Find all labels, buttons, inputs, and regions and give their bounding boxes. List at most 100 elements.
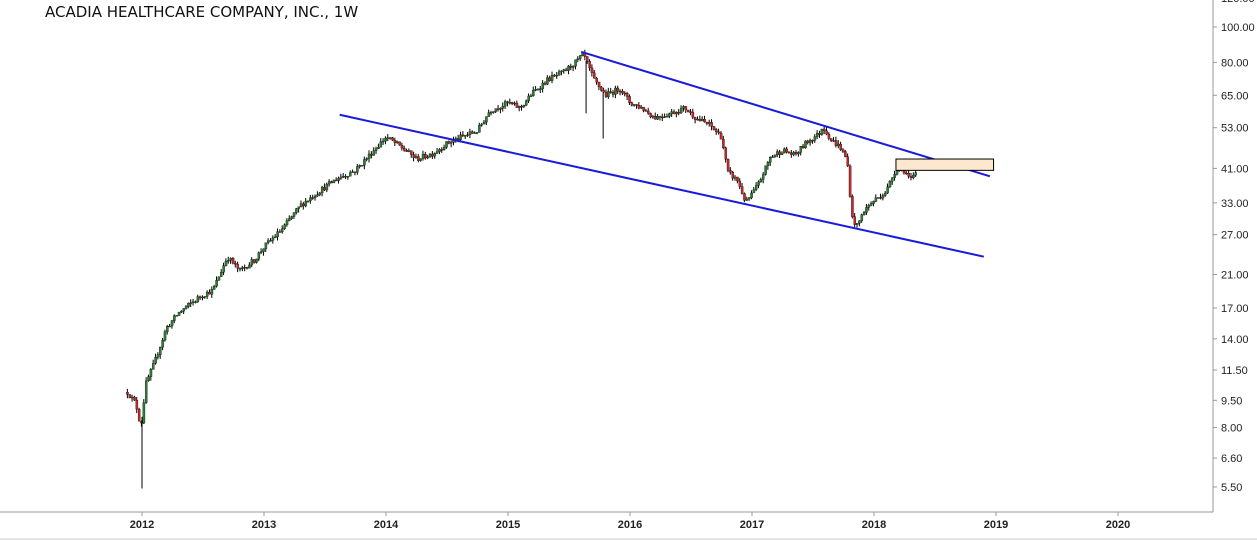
candle-body — [860, 214, 864, 221]
candle-body — [780, 152, 784, 155]
candle-body — [806, 140, 810, 143]
candle-body — [576, 58, 580, 60]
candle-body — [210, 289, 214, 295]
candle-body — [611, 92, 615, 95]
candle-body — [616, 87, 620, 92]
candle-body — [435, 151, 439, 154]
candle-body — [562, 69, 566, 72]
candle-body — [370, 153, 373, 156]
candle-body — [884, 192, 887, 196]
candle-body — [628, 96, 631, 103]
candle-body — [654, 116, 657, 120]
candle-body — [536, 89, 540, 91]
candle-body — [701, 119, 704, 122]
candle-body — [668, 113, 671, 117]
candle-body — [658, 116, 662, 118]
candle-body — [820, 128, 824, 135]
candle-body — [811, 139, 814, 142]
candle-body — [600, 86, 603, 91]
candle-body — [773, 154, 777, 157]
candle-body — [733, 176, 737, 179]
candle-body — [266, 240, 270, 243]
candle-body — [405, 150, 408, 152]
candle-body — [665, 116, 669, 118]
candle-body — [881, 195, 885, 199]
candle-body — [393, 140, 397, 143]
candle-body — [543, 82, 547, 85]
y-tick-label: 11.50 — [1221, 365, 1248, 377]
candle-body — [691, 111, 695, 118]
candle-body — [738, 180, 742, 187]
candle-body — [241, 267, 244, 269]
candle-body — [339, 176, 343, 179]
x-tick-label: 2018 — [862, 519, 886, 531]
candle-body — [440, 149, 444, 151]
candle-body — [597, 81, 601, 88]
candle-body — [696, 118, 699, 121]
candle-body — [438, 149, 441, 152]
candle-body — [201, 296, 204, 299]
candle-body — [623, 92, 627, 95]
candle-body — [466, 134, 469, 136]
candle-body — [644, 110, 648, 112]
candle-body — [607, 91, 610, 97]
candle-body — [335, 179, 338, 182]
candle-body — [726, 159, 730, 171]
y-tick-label: 65.00 — [1221, 90, 1249, 102]
candle-body — [445, 141, 448, 148]
candle-body — [677, 111, 681, 114]
y-tick-label: 8.00 — [1221, 423, 1242, 435]
candle-body — [874, 197, 878, 202]
y-tick-label: 41.00 — [1221, 163, 1249, 175]
candle-body — [808, 139, 812, 143]
candle-body — [640, 106, 643, 109]
candle-body — [457, 138, 460, 140]
candle-body — [489, 112, 493, 114]
candle-body — [867, 205, 871, 208]
candle-body — [588, 61, 591, 69]
candle-body — [813, 136, 817, 141]
candle-body — [869, 203, 873, 206]
candle-body — [663, 116, 666, 118]
candle-body — [159, 347, 162, 356]
candle-body — [142, 402, 146, 424]
candle-body — [731, 171, 735, 179]
candle-body — [848, 165, 852, 197]
candle-body — [621, 90, 624, 94]
candle-body — [764, 165, 767, 175]
y-tick-label: 33.00 — [1221, 198, 1249, 210]
candle-body — [769, 157, 772, 163]
candle-body — [719, 132, 723, 140]
candle-body — [363, 159, 366, 166]
candle-body — [569, 65, 573, 68]
candle-body — [546, 77, 549, 85]
candle-body — [295, 208, 298, 213]
candle-body — [637, 104, 641, 109]
candle-body — [194, 301, 197, 303]
candle-body — [313, 195, 317, 199]
x-tick-label: 2012 — [130, 519, 154, 531]
candle-body — [400, 144, 404, 149]
candle-body — [740, 186, 744, 194]
candle-body — [656, 116, 659, 120]
candle-body — [912, 174, 915, 178]
candle-body — [360, 165, 364, 167]
candle-body — [485, 116, 488, 123]
candle-body — [421, 153, 425, 159]
candle-body — [269, 240, 272, 242]
candle-body — [128, 394, 132, 399]
chart-title: ACADIA HEALTHCARE COMPANY, INC., 1W — [45, 3, 358, 21]
candle-body — [609, 91, 613, 93]
candle-body — [513, 102, 516, 105]
candle-body — [191, 301, 195, 303]
candle-body — [154, 356, 157, 364]
candle-body — [747, 197, 751, 200]
candle-body — [909, 176, 913, 178]
candle-body — [147, 376, 150, 382]
candle-body — [534, 89, 537, 91]
candle-body — [647, 110, 650, 114]
chart-overlays — [339, 50, 995, 258]
y-tick-label: 21.00 — [1221, 270, 1249, 282]
candle-body — [337, 178, 340, 181]
candle-body — [137, 408, 141, 422]
